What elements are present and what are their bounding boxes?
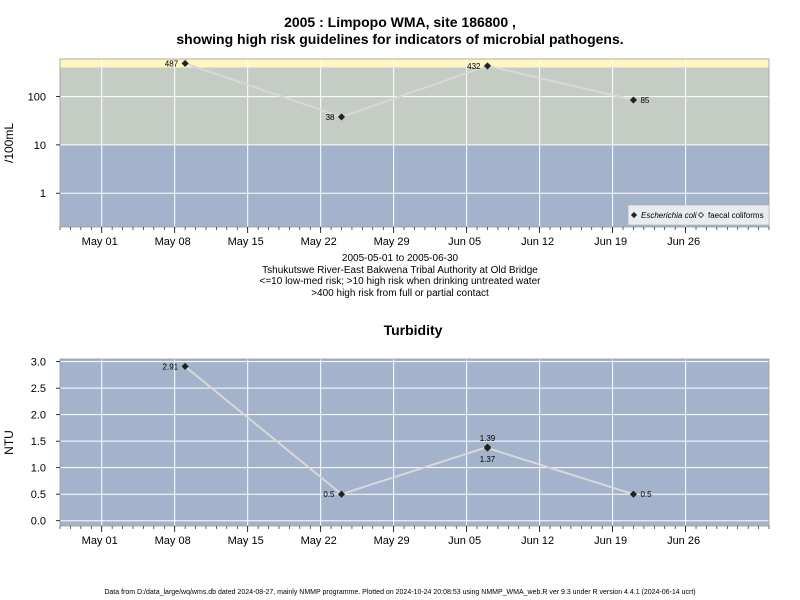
data-point [483, 62, 492, 70]
risk-band-0 [60, 359, 769, 526]
chart-title-line2: showing high risk guidelines for indicat… [176, 31, 624, 47]
legend-label-faecal: faecal coliforms [708, 211, 764, 220]
site-caption: Tshukutswe River-East Bakwena Tribal Aut… [262, 264, 538, 276]
x-tick-label: May 01 [82, 236, 118, 248]
data-point [181, 362, 189, 370]
data-label: 487 [165, 59, 179, 68]
risk-guideline-caption: <=10 low-med risk; >10 high risk when dr… [259, 276, 541, 287]
x-tick-label: Jun 05 [448, 535, 481, 547]
x-tick-label: May 29 [374, 236, 410, 248]
microbial-chart: May 01 May 08 May 15 May 22 May 29 Jun 05 Jun … [2, 58, 770, 248]
data-label: 2.91 [163, 362, 179, 371]
legend-marker-ecoli [630, 211, 638, 219]
x-tick-label: May 22 [301, 535, 337, 547]
legend-marker-faecal [697, 211, 705, 219]
data-point [483, 444, 492, 452]
y-axis-label: /100mL [2, 123, 16, 163]
data-point [337, 113, 346, 121]
x-tick-label: Jun 19 [594, 535, 627, 547]
x-tick-label: May 15 [228, 236, 264, 248]
data-point [337, 490, 346, 498]
y-tick-label: 1.0 [31, 463, 46, 475]
turbidity-chart: Turbidity May 01 May 08 May 15 May 22 May 29 J… [2, 322, 770, 547]
data-label: 0.5 [640, 490, 652, 499]
y-tick-label: 1 [40, 188, 46, 200]
x-tick-label: May 15 [228, 535, 264, 547]
y-tick-label: 100 [28, 92, 46, 104]
y-axis-label: NTU [2, 430, 16, 455]
x-tick-label: May 01 [82, 535, 118, 547]
series-line [184, 62, 634, 118]
x-tick-label: May 29 [374, 535, 410, 547]
x-tick-label: Jun 05 [448, 236, 481, 248]
data-point [629, 490, 638, 498]
y-tick-label: 2.5 [31, 383, 46, 395]
data-label: 1.39 [480, 434, 496, 443]
chart-title: Turbidity [384, 322, 443, 338]
x-tick-label: Jun 12 [521, 535, 554, 547]
x-tick-label: Jun 19 [594, 236, 627, 248]
y-tick-label: 10 [34, 140, 46, 152]
legend-label-ecoli: Escherichia coli [641, 211, 697, 220]
data-label: 38 [326, 113, 335, 122]
x-tick-label: May 08 [155, 535, 191, 547]
date-range-caption: 2005-05-01 to 2005-06-30 [341, 253, 459, 264]
data-label: 432 [467, 62, 481, 71]
y-tick-label: 1.5 [31, 436, 46, 448]
data-point [181, 59, 189, 67]
y-tick-label: 0.5 [31, 489, 46, 501]
x-tick-label: May 08 [155, 236, 191, 248]
data-label: 0.5 [323, 490, 335, 499]
footer-note: Data from D:/data_large/wq/wms.db dated … [104, 589, 696, 596]
contact-risk-caption: >400 high risk from full or partial cont… [311, 287, 489, 299]
y-tick-label: 3.0 [31, 357, 46, 369]
data-label: 1.37 [480, 455, 496, 464]
x-tick-label: May 22 [301, 236, 337, 248]
risk-band-1 [60, 67, 769, 145]
data-label: 85 [640, 96, 649, 105]
data-point [629, 96, 638, 104]
y-tick-label: 2.0 [31, 410, 46, 422]
x-tick-label: Jun 26 [667, 535, 700, 547]
chart-title-line1: 2005 : Limpopo WMA, site 186800 , [284, 14, 516, 30]
x-tick-label: Jun 26 [667, 236, 700, 248]
x-tick-label: Jun 12 [521, 236, 554, 248]
y-tick-label: 0.0 [31, 516, 46, 528]
legend: Escherichia coli faecal coliforms [627, 204, 770, 226]
risk-band-2 [60, 59, 769, 68]
